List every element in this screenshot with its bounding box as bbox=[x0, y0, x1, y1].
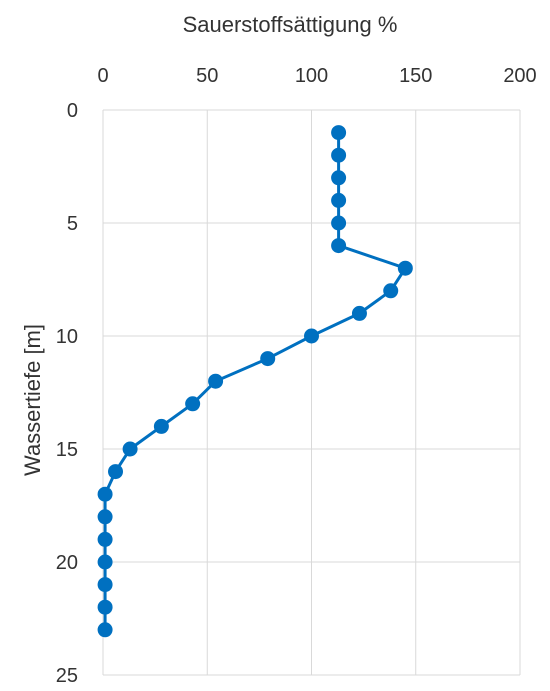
x-tick-labels: 0 50 100 150 200 bbox=[97, 65, 536, 87]
y-tick-label: 10 bbox=[56, 326, 78, 348]
gridlines bbox=[102, 109, 521, 676]
data-point bbox=[331, 238, 347, 254]
data-point bbox=[97, 554, 113, 570]
x-axis-title: Sauerstoffsättigung % bbox=[183, 12, 398, 37]
x-tick-label: 150 bbox=[399, 65, 432, 87]
data-point bbox=[331, 147, 347, 163]
y-tick-label: 15 bbox=[56, 439, 78, 461]
data-point bbox=[108, 464, 124, 480]
data-point bbox=[260, 351, 276, 367]
data-point bbox=[208, 373, 224, 389]
data-point bbox=[97, 509, 113, 525]
data-point bbox=[97, 486, 113, 502]
data-point bbox=[97, 577, 113, 593]
y-axis-title: Wassertiefe [m] bbox=[20, 324, 45, 476]
x-tick-label: 100 bbox=[295, 65, 328, 87]
data-point bbox=[383, 283, 399, 299]
data-point bbox=[153, 418, 169, 434]
data-point bbox=[97, 531, 113, 547]
data-point bbox=[331, 170, 347, 186]
y-tick-labels: 0 5 10 15 20 25 bbox=[56, 100, 78, 687]
x-tick-label: 50 bbox=[196, 65, 218, 87]
y-tick-label: 0 bbox=[67, 100, 78, 122]
y-tick-label: 5 bbox=[67, 213, 78, 235]
x-tick-label: 200 bbox=[503, 65, 536, 87]
data-point bbox=[304, 328, 319, 344]
data-point bbox=[331, 192, 347, 208]
data-point bbox=[331, 125, 347, 141]
y-tick-label: 20 bbox=[56, 552, 78, 574]
data-point bbox=[185, 396, 201, 412]
series-points bbox=[97, 125, 413, 638]
data-point bbox=[351, 305, 367, 321]
data-point bbox=[122, 441, 138, 457]
data-point bbox=[97, 599, 113, 615]
data-point bbox=[397, 260, 413, 276]
x-tick-label: 0 bbox=[97, 65, 108, 87]
data-point bbox=[331, 215, 347, 231]
y-tick-label: 25 bbox=[56, 665, 78, 687]
data-point bbox=[97, 622, 113, 638]
